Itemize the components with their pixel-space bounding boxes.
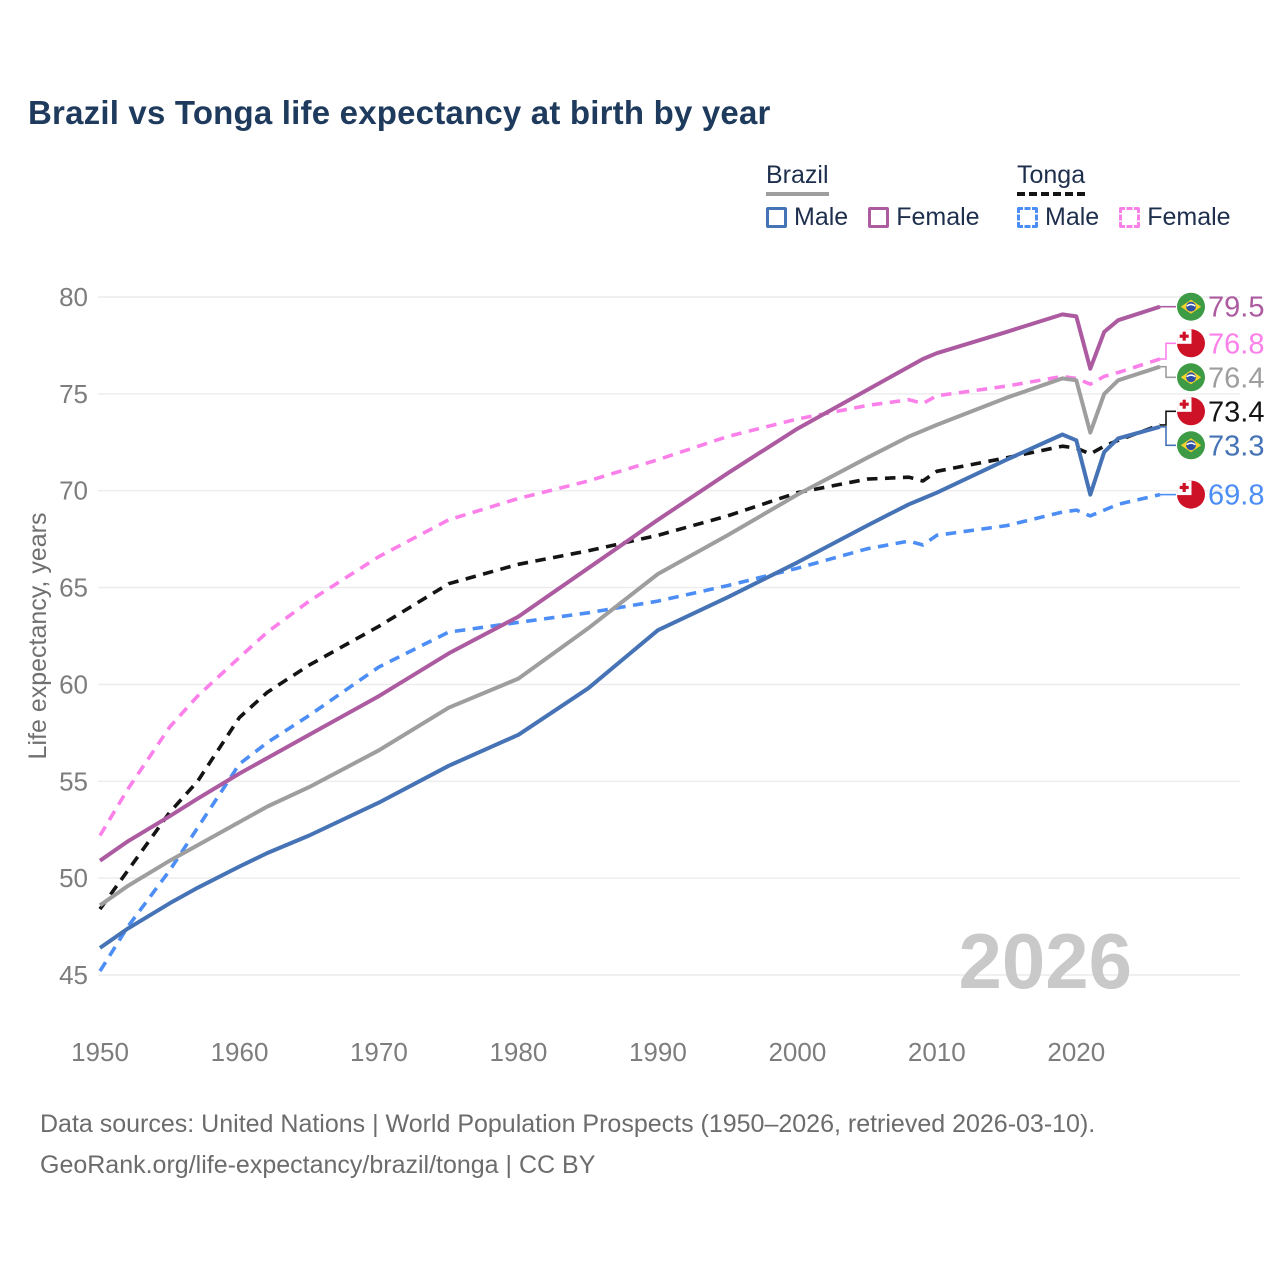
end-value-label: 73.4 [1208,396,1264,428]
x-tick-label: 2010 [908,1037,966,1067]
legend-country-tonga: Tonga [1017,162,1086,197]
end-value-label: 69.8 [1208,480,1264,512]
y-tick-label: 55 [59,766,88,796]
brazil-flag-icon [1176,430,1206,461]
end-value-label: 76.8 [1208,328,1264,360]
brazil-flag-icon [1176,362,1206,393]
legend-swatch-tonga-female-icon[interactable] [1119,207,1141,229]
x-axis-ticks: 1950 1960 1970 1980 1990 2000 2010 2020 [71,1037,1105,1067]
x-tick-label: 1990 [629,1037,687,1067]
legend-swatch-brazil-female-icon[interactable] [868,207,890,229]
y-tick-label: 60 [59,669,88,699]
end-labels: 79.5 76.876.473.473.3 69.8 [1160,292,1264,512]
y-axis-title: Life expectancy, years [24,513,52,760]
y-tick-label: 45 [59,960,88,990]
chart-footer: Data sources: United Nations | World Pop… [40,1104,1095,1186]
series-line-brazil-female[interactable] [98,304,1161,863]
x-tick-label: 1960 [211,1037,269,1067]
legend-group-brazil: Brazil Male Female [766,162,1000,230]
legend-items-tonga: Male Female [1017,205,1251,230]
legend-label-brazil-male[interactable]: Male [794,203,849,232]
y-tick-label: 75 [59,379,88,409]
watermark-year: 2026 [958,917,1132,1005]
legend-items-brazil: Male Female [766,205,1000,230]
series-line-brazil[interactable] [98,364,1161,907]
legend-swatch-brazil-male-icon[interactable] [766,207,787,229]
gridlines [98,296,1240,976]
y-axis-ticks: 45 50 55 60 65 70 75 80 [59,282,88,990]
series-line-brazil-male[interactable] [98,424,1161,950]
page-title: Brazil vs Tonga life expectancy at birth… [28,94,771,131]
footer-source-line: Data sources: United Nations | World Pop… [40,1110,1096,1138]
end-value-label: 76.4 [1208,362,1264,394]
end-value-label: 79.5 [1208,292,1264,324]
y-tick-label: 65 [59,573,88,603]
label-connector [1160,342,1176,360]
legend-label-brazil-female[interactable]: Female [896,203,980,232]
x-tick-label: 2000 [768,1037,826,1067]
end-value-label: 73.3 [1208,430,1264,462]
legend-label-tonga-male[interactable]: Male [1045,203,1100,232]
label-connector [1160,365,1176,379]
y-tick-label: 70 [59,476,88,506]
tonga-flag-icon [1177,329,1205,357]
x-tick-label: 2020 [1047,1037,1105,1067]
y-tick-label: 50 [59,863,88,893]
x-tick-label: 1970 [350,1037,408,1067]
y-tick-label: 80 [59,282,88,312]
series-line-tonga-male[interactable] [98,492,1161,973]
brazil-flag-icon [1176,291,1206,322]
legend-swatch-tonga-male-icon[interactable] [1017,207,1038,229]
tonga-flag-icon [1177,481,1205,509]
tonga-flag-icon [1177,397,1205,425]
label-connector [1160,426,1176,447]
x-tick-label: 1980 [489,1037,547,1067]
series-line-tonga[interactable] [98,423,1161,911]
chart-legend: Brazil Male Female Tonga Male Female [766,162,1266,242]
footer-url-line: GeoRank.org/life-expectancy/brazil/tonga… [40,1151,596,1179]
x-tick-label: 1950 [71,1037,129,1067]
legend-group-tonga: Tonga Male Female [1017,162,1251,230]
legend-label-tonga-female[interactable]: Female [1147,203,1231,232]
legend-country-brazil: Brazil [766,162,829,197]
label-connector [1160,410,1176,426]
